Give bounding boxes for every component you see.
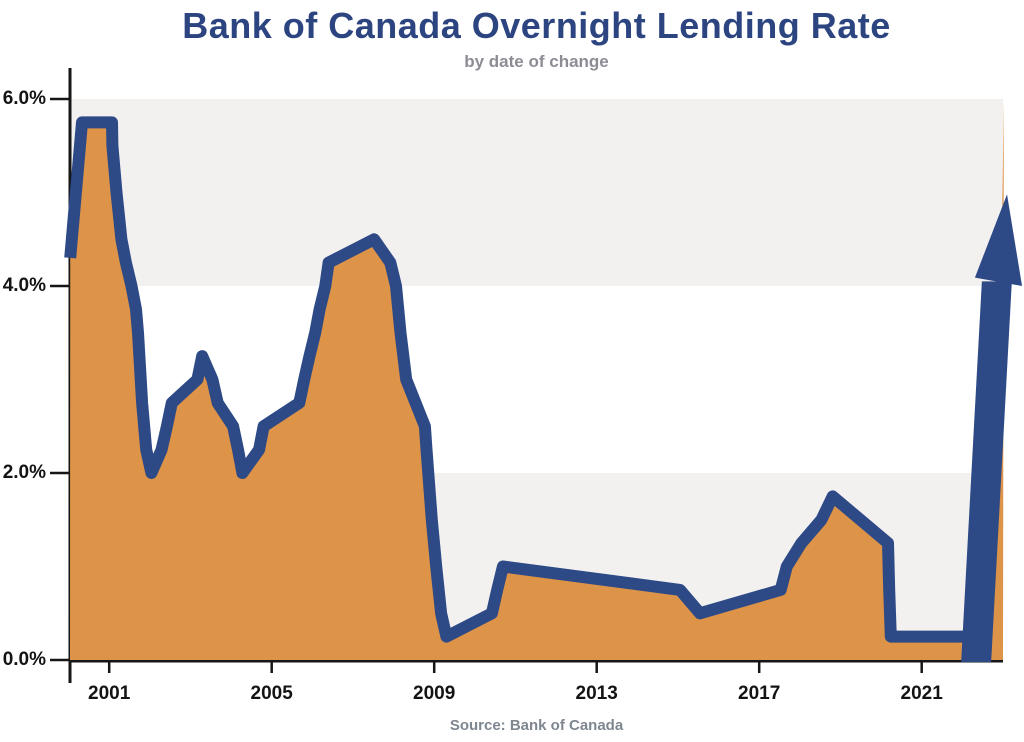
- y-tick-label: 6.0%: [2, 88, 46, 109]
- x-tick-label: 2001: [88, 683, 131, 704]
- rate-area-fill: [70, 99, 1004, 660]
- source-caption: Source: Bank of Canada: [449, 717, 624, 734]
- trend-arrow-shaft: [961, 281, 1012, 662]
- chart-subtitle: by date of change: [464, 52, 609, 71]
- y-tick-label: 4.0%: [2, 275, 46, 296]
- x-tick-label: 2021: [900, 683, 943, 704]
- x-tick-label: 2013: [575, 683, 618, 704]
- y-tick-label: 0.0%: [2, 649, 46, 670]
- rate-line: [64, 116, 967, 643]
- x-tick-label: 2017: [738, 683, 781, 704]
- x-tick-label: 2009: [413, 683, 456, 704]
- x-tick-label: 2005: [250, 683, 293, 704]
- chart-title: Bank of Canada Overnight Lending Rate: [182, 5, 891, 46]
- trend-arrow-head: [974, 194, 1023, 286]
- y-tick-label: 2.0%: [2, 462, 46, 483]
- plot-band: [70, 99, 1003, 286]
